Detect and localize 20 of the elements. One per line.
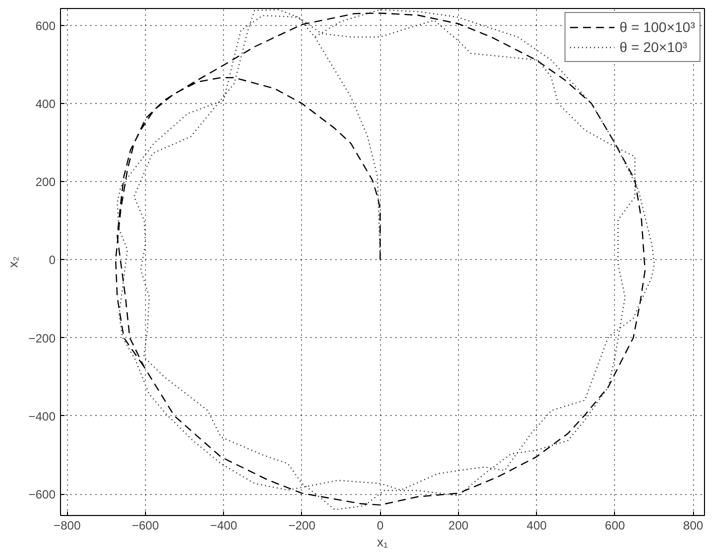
y-tick-label: −600 [28,488,56,502]
x-tick-label: 0 [376,518,384,532]
x-tick-label: 200 [448,518,469,532]
y-tick-label: 200 [35,175,56,190]
legend-label: θ = 100×10³ [619,19,695,35]
x-tick-label: 600 [604,518,626,532]
x-tick-label: −800 [54,518,81,532]
x-tick-label: −200 [288,518,316,532]
x-tick-label: −400 [210,518,238,532]
y-tick-label: −400 [28,409,56,424]
x-tick-label: −600 [132,518,160,532]
x-tick-label: 400 [526,518,547,532]
y-axis-title: x₂ [5,256,20,268]
y-tick-label: −200 [28,331,56,346]
y-tick-label: 400 [35,96,56,111]
y-tick-label: 0 [48,253,56,268]
x-tick-label: 800 [683,518,704,532]
x-axis-title: x₁ [377,534,389,550]
y-tick-label: 600 [35,18,56,33]
legend-label: θ = 20×10³ [619,39,688,55]
